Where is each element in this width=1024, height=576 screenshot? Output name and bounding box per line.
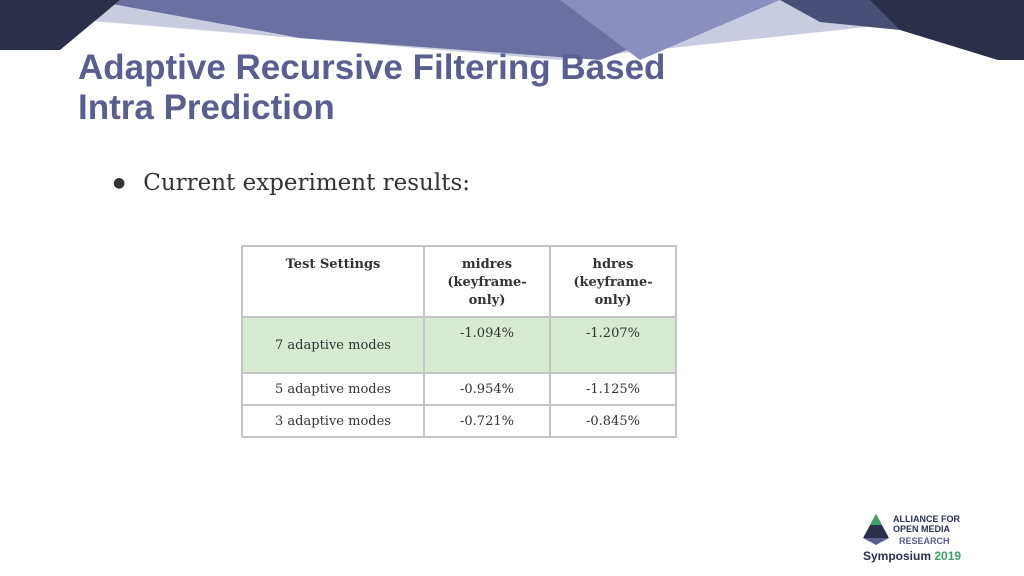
header-test-settings: Test Settings xyxy=(241,245,425,318)
header-midres: midres (keyframe- only) xyxy=(423,245,551,318)
logo-line1: ALLIANCE FOR xyxy=(893,514,960,524)
banner-shape-right-mid xyxy=(780,0,900,30)
header-line: (keyframe- xyxy=(573,275,653,290)
slide-title-line2: Intra Prediction xyxy=(78,88,335,127)
aomedia-logo: ALLIANCE FOR OPEN MEDIA RESEARCH Symposi… xyxy=(857,510,967,566)
row-midres-value: -0.721% xyxy=(423,404,551,438)
row-midres-value: -0.954% xyxy=(423,372,551,406)
table-row: 5 adaptive modes -0.954% -1.125% xyxy=(241,372,677,406)
table-row: 3 adaptive modes -0.721% -0.845% xyxy=(241,404,677,438)
row-setting: 5 adaptive modes xyxy=(241,372,425,406)
table-header-row: Test Settings midres (keyframe- only) hd… xyxy=(241,245,677,318)
header-line: hdres xyxy=(592,257,634,272)
header-line: (keyframe- xyxy=(447,275,527,290)
header-line: Test Settings xyxy=(285,257,381,272)
banner-shape-dark-left xyxy=(0,0,120,50)
logo-line3: RESEARCH xyxy=(899,536,950,546)
slide-title-line1: Adaptive Recursive Filtering Based xyxy=(78,48,666,87)
banner-shape-dark-right xyxy=(860,0,1024,60)
aomedia-triangle-icon xyxy=(863,514,889,545)
results-table: Test Settings midres (keyframe- only) hd… xyxy=(241,245,677,438)
logo-symposium-word: Symposium xyxy=(863,549,932,563)
row-setting: 3 adaptive modes xyxy=(241,404,425,438)
bullet-text: Current experiment results: xyxy=(143,170,471,196)
header-line: only) xyxy=(468,293,506,308)
row-hdres-value: -1.125% xyxy=(549,372,677,406)
logo-year: 2019 xyxy=(934,549,962,563)
bullet-dot-icon: ● xyxy=(113,175,126,191)
row-midres-value: -1.094% xyxy=(423,316,551,374)
table-row: 7 adaptive modes -1.094% -1.207% xyxy=(241,316,677,374)
header-line: midres xyxy=(461,257,513,272)
logo-line2: OPEN MEDIA xyxy=(893,524,951,534)
header-hdres: hdres (keyframe- only) xyxy=(549,245,677,318)
header-banner xyxy=(0,0,1024,60)
row-hdres-value: -0.845% xyxy=(549,404,677,438)
header-line: only) xyxy=(594,293,632,308)
row-setting: 7 adaptive modes xyxy=(241,316,425,374)
bullet-item: ● Current experiment results: xyxy=(113,170,470,196)
banner-shape-accent xyxy=(560,0,780,60)
slide-title: Adaptive Recursive Filtering Based Intra… xyxy=(78,48,665,128)
logo-symposium: Symposium 2019 xyxy=(863,549,961,563)
row-hdres-value: -1.207% xyxy=(549,316,677,374)
